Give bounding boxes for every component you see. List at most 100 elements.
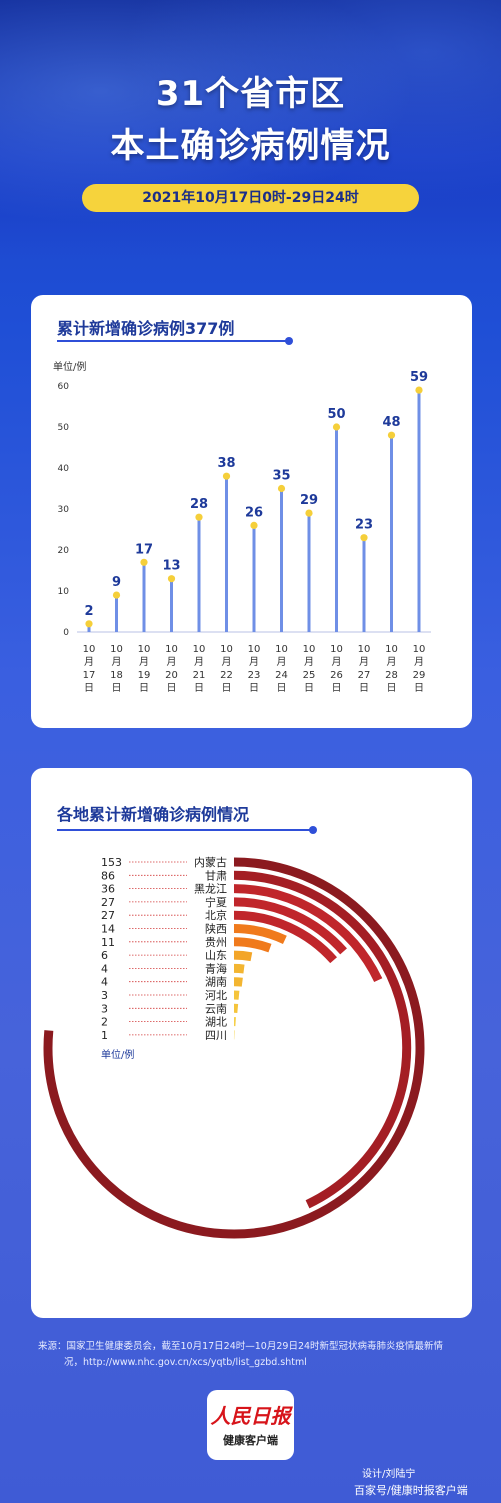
x-tick-label: 10 月 19 日 [138, 644, 151, 694]
bar-dot [112, 591, 121, 599]
radial-bar [233, 884, 383, 983]
daily-cases-card: 累计新增确诊病例377例 单位/例 0 10 20 30 40 50 60 2 10 月 17 日 9 1… [31, 295, 472, 728]
radial-bar [233, 870, 412, 1209]
data-label: 26 [245, 505, 263, 520]
x-tick-label: 10 月 22 日 [220, 644, 233, 694]
value-label: 4 [101, 962, 108, 975]
data-label: 9 [112, 575, 121, 590]
date-range-badge: 2021年10月17日0时-29日24时 [82, 184, 419, 212]
x-tick-label: 10 月 29 日 [413, 644, 426, 694]
bar-dot [305, 509, 313, 517]
radial-bar [233, 977, 243, 987]
data-label: 28 [190, 497, 208, 512]
data-label: 35 [272, 469, 290, 484]
region-label: 河北 [205, 989, 227, 1002]
daily-chart-title: 累计新增确诊病例377例 [57, 319, 235, 338]
x-tick-label: 10 月 17 日 [83, 644, 96, 694]
x-tick-label: 10 月 24 日 [275, 644, 288, 694]
x-tick-label: 10 月 27 日 [358, 644, 371, 694]
data-label: 23 [355, 518, 373, 533]
data-label: 50 [327, 407, 345, 422]
logo-main-text: 人民日报 [210, 1404, 291, 1428]
bar-dot [387, 431, 396, 439]
region-label: 山东 [205, 949, 227, 962]
region-label: 青海 [205, 961, 227, 975]
y-axis-unit: 单位/例 [53, 362, 87, 373]
value-label: 14 [101, 923, 115, 936]
logo-sub-text: 健康客户端 [223, 1434, 278, 1447]
hero-background [0, 0, 501, 260]
value-label: 36 [101, 883, 115, 896]
designer-credit: 设计/刘陆宁 [362, 1469, 416, 1480]
y-tick-label: 40 [58, 464, 70, 474]
bar-dot [415, 386, 423, 394]
title-underline-dot [309, 826, 317, 834]
daily-cases-chart: 0 10 20 30 40 50 60 2 10 月 17 日 9 10 月 18 日 17 10 月 19 日 13 10 月… [58, 370, 431, 694]
footer-watermark: 百家号/健康时报客户端 [354, 1484, 468, 1497]
title-underline [57, 829, 311, 831]
y-tick-label: 30 [58, 505, 70, 515]
peoples-daily-logo: 人民日报 健康客户端 [207, 1390, 294, 1460]
x-tick-label: 10 月 25 日 [303, 644, 316, 694]
x-tick-label: 10 月 21 日 [193, 644, 206, 694]
x-tick-label: 10 月 26 日 [330, 644, 343, 694]
radial-bar [233, 963, 245, 974]
source-note: 来源：国家卫生健康委员会，截至10月17日24时—10月29日24时新型冠状病毒… [38, 1339, 466, 1371]
value-label: 3 [101, 989, 108, 1002]
y-tick-label: 60 [58, 382, 70, 392]
regional-cases-chart: 153 内蒙古 86 甘肃 36 黑龙江 27 宁夏 27 北京 14 陕西 11 贵州 6 山东 4 青海 4 湖南… [43, 855, 425, 1239]
bar-dot [360, 534, 368, 542]
x-tick-label: 10 月 20 日 [165, 644, 178, 694]
bar-dot [195, 513, 203, 521]
radial-bar [233, 910, 337, 964]
value-label: 153 [101, 856, 122, 869]
value-label: 1 [101, 1029, 108, 1042]
value-label: 27 [101, 896, 115, 909]
x-tick-label: 10 月 28 日 [385, 644, 398, 694]
bar-dot [167, 575, 176, 583]
x-tick-label: 10 月 18 日 [110, 644, 123, 694]
data-label: 29 [300, 493, 318, 508]
regional-cases-card: 各地累计新增确诊病例情况 153 内蒙古 86 甘肃 36 黑龙江 27 宁夏 27 北京 14 陕西… [31, 768, 472, 1318]
region-label: 内蒙古 [194, 855, 227, 869]
region-label: 甘肃 [205, 869, 227, 882]
region-label: 湖南 [205, 976, 227, 989]
value-label: 4 [101, 976, 108, 989]
page-title-line1: 31个省市区 [155, 74, 346, 114]
radial-bar [233, 937, 272, 953]
y-tick-label: 10 [58, 587, 70, 597]
title-underline [57, 340, 287, 342]
bar-dot [222, 472, 231, 480]
radial-bar [233, 924, 287, 944]
y-tick-label: 50 [58, 423, 70, 433]
bar-dot [85, 620, 93, 628]
region-label: 湖北 [205, 1016, 227, 1029]
radial-bar [233, 950, 253, 962]
unit-label: 单位/例 [101, 1048, 134, 1061]
region-label: 贵州 [205, 936, 227, 949]
value-label: 86 [101, 869, 115, 882]
region-label: 四川 [205, 1029, 227, 1042]
regional-chart-title: 各地累计新增确诊病例情况 [57, 805, 250, 824]
radial-bar [233, 897, 347, 955]
value-label: 3 [101, 1002, 108, 1015]
y-tick-label: 20 [58, 546, 70, 556]
region-label: 宁夏 [205, 895, 227, 909]
region-label: 陕西 [205, 922, 227, 936]
data-label: 2 [84, 604, 93, 619]
bar-dot [332, 423, 341, 431]
data-label: 38 [217, 456, 235, 471]
data-label: 48 [382, 415, 400, 430]
value-label: 27 [101, 909, 115, 922]
y-tick-label: 0 [63, 628, 69, 638]
bar-dot [140, 558, 148, 566]
source-line2: 况，http://www.nhc.gov.cn/xcs/yqtb/list_gz… [64, 1357, 307, 1368]
value-label: 2 [101, 1016, 108, 1029]
data-label: 17 [135, 542, 153, 557]
data-label: 13 [162, 559, 180, 574]
page-title-line2: 本土确诊病例情况 [110, 126, 391, 166]
bar-dot [277, 484, 286, 493]
radial-bar [43, 857, 425, 1239]
title-underline-dot [285, 337, 293, 345]
value-label: 11 [101, 936, 115, 949]
